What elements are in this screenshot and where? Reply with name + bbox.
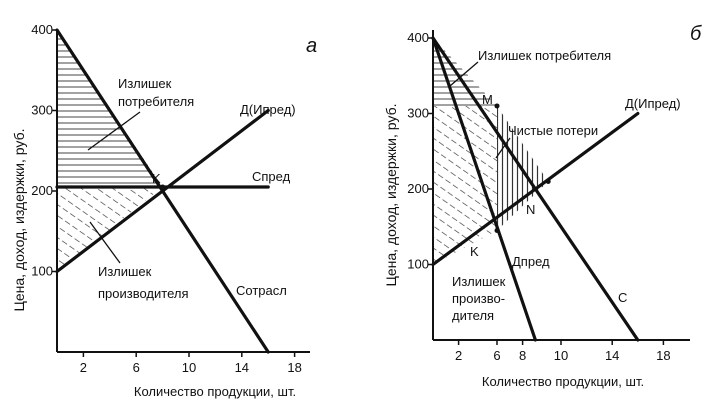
y-tick-label-b: 100 [407, 257, 429, 272]
point-n-b [545, 178, 551, 184]
consumer-surplus-pointer-b [449, 61, 479, 87]
consumer-surplus-label-b: Излишек потребителя [478, 48, 611, 63]
demand-label-a: Д(Ипред) [240, 102, 296, 117]
point-k-a [160, 184, 166, 190]
producer-surplus-label-b-3: дителя [452, 308, 494, 323]
y-tick-label-a: 100 [31, 264, 53, 279]
point-m-label-b: М [482, 92, 493, 107]
c-label-b: С [618, 290, 627, 305]
chart-panel-b: 2 6 8 10 14 18 100 200 300 400 Цена, доход, издер… [383, 23, 702, 389]
x-axis-label-b: Количество продукции, шт. [482, 374, 644, 389]
deadweight-loss-label-b: Чистые потери [508, 123, 598, 138]
chart-panel-a: 2 6 10 14 18 100 200 300 400 Цена, доход, издерж… [11, 22, 317, 399]
producer-surplus-label-a-1: Излишек [98, 264, 152, 279]
demand-label-b: Д(Ипред) [625, 96, 681, 111]
series-line-b-2 [431, 36, 538, 342]
y-axis-label-b: Цена, доход, издержки, руб. [383, 104, 399, 287]
x-tick-label-b: 18 [656, 348, 670, 363]
x-tick-label-b: 10 [554, 348, 568, 363]
x-tick-label-b: 8 [519, 348, 526, 363]
point-m-b [494, 103, 500, 109]
consumer-surplus-label-a-1: Излишек [118, 76, 172, 91]
y-tick-label-a: 200 [31, 183, 53, 198]
panel-letter-b: б [690, 23, 702, 45]
x-tick-label-b: 2 [455, 348, 462, 363]
x-tick-label-a: 2 [80, 360, 87, 375]
y-tick-label-b: 200 [407, 181, 429, 196]
x-tick-label-b: 14 [605, 348, 619, 363]
area-diagonal-b [433, 105, 497, 265]
consumer-surplus-label-a-2: потребителя [118, 94, 194, 109]
consumer-surplus-pointer-a [87, 111, 141, 151]
y-tick-label-a: 300 [31, 103, 53, 118]
x-tick-label-a: 6 [133, 360, 140, 375]
cotrasl-label-a: Сотрасл [236, 283, 287, 298]
point-n-label-b: N [526, 202, 535, 217]
y-tick-label-a: 400 [31, 22, 53, 37]
cpred-label-a: Спред [252, 169, 291, 184]
x-tick-label-a: 14 [235, 360, 249, 375]
series-line-a-1 [55, 108, 270, 274]
producer-surplus-label-b-2: произво- [452, 291, 505, 306]
deadweight-loss-pointer-b [495, 137, 511, 159]
x-axis-label-a: Количество продукции, шт. [134, 384, 296, 399]
dpred-label-b: Дпред [512, 254, 550, 269]
point-k-label-a: K [152, 171, 161, 186]
panel-letter-a: а [306, 35, 317, 57]
y-tick-label-b: 300 [407, 106, 429, 121]
point-k-b [494, 228, 500, 234]
y-tick-label-b: 400 [407, 30, 429, 45]
x-tick-label-a: 10 [182, 360, 196, 375]
producer-surplus-label-b-1: Излишек [452, 274, 506, 289]
x-tick-label-b: 6 [493, 348, 500, 363]
x-tick-label-a: 18 [287, 360, 301, 375]
series-line-b-1 [431, 111, 640, 267]
point-k-label-b: K [470, 244, 479, 259]
producer-surplus-pointer-a [89, 221, 121, 264]
producer-surplus-label-a-2: производителя [98, 286, 189, 301]
y-axis-label-a: Цена, доход, издержки, руб. [11, 129, 27, 312]
